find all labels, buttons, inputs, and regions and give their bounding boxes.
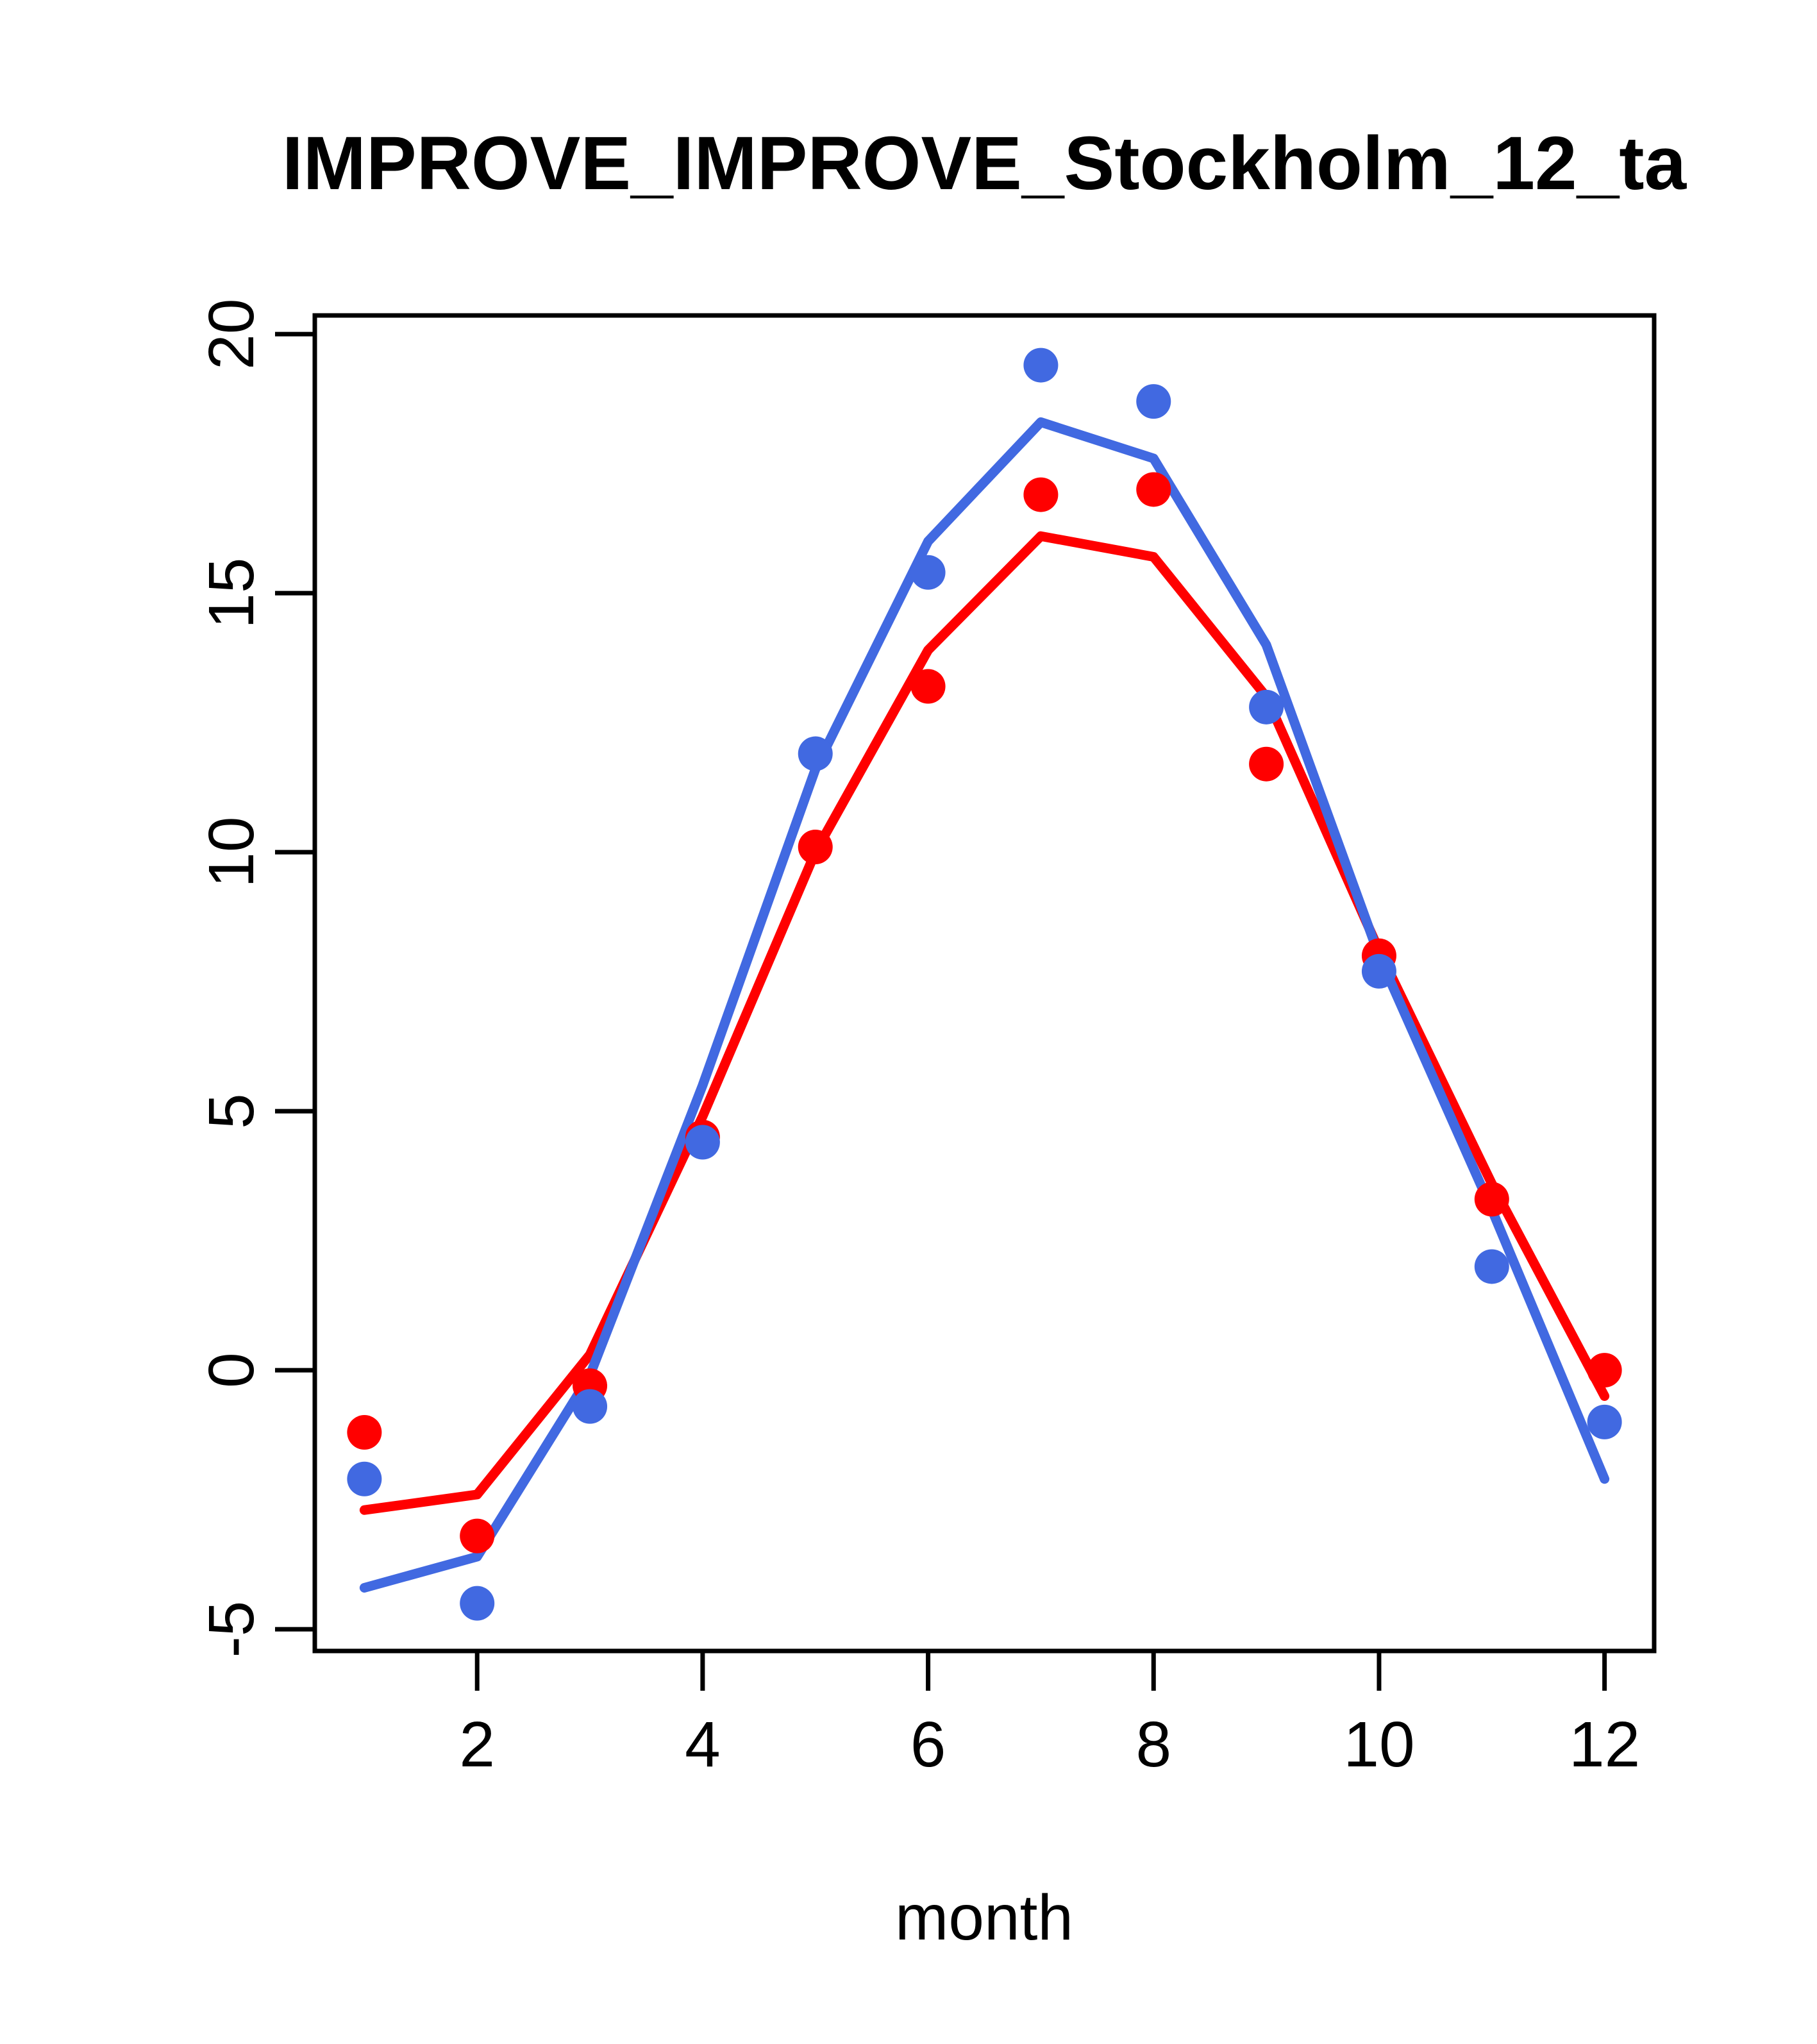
red-points-marker bbox=[1136, 472, 1171, 507]
blue-points-marker bbox=[685, 1125, 720, 1160]
y-tick-label: -5 bbox=[196, 1601, 267, 1658]
x-axis: 2 4 6 8 10 12 bbox=[459, 1651, 1640, 1780]
blue-points-marker bbox=[1023, 348, 1059, 383]
x-tick-label: 10 bbox=[1343, 1709, 1414, 1780]
blue-points-marker bbox=[1587, 1404, 1622, 1439]
red-points bbox=[347, 472, 1622, 1554]
x-tick-label: 2 bbox=[459, 1709, 495, 1780]
blue-points-marker bbox=[1136, 384, 1171, 419]
red-fit-line bbox=[359, 531, 1610, 1515]
red-points-marker bbox=[798, 829, 833, 864]
y-tick-label: 5 bbox=[196, 1093, 267, 1129]
blue-points-marker bbox=[1249, 689, 1284, 725]
blue-points-marker bbox=[460, 1586, 495, 1621]
red-points-marker bbox=[910, 669, 946, 704]
x-tick-label: 12 bbox=[1569, 1709, 1640, 1780]
data-points-layer bbox=[347, 348, 1622, 1621]
blue-points-marker bbox=[798, 736, 833, 771]
blue-points-marker bbox=[1474, 1249, 1509, 1284]
red-points-marker bbox=[460, 1518, 495, 1554]
blue-points-marker bbox=[573, 1389, 608, 1424]
plot-title: IMPROVE_IMPROVE_Stockholm_12_ta bbox=[282, 121, 1687, 206]
plot-box bbox=[312, 313, 1657, 1654]
x-tick-label: 6 bbox=[910, 1709, 946, 1780]
x-tick-label: 8 bbox=[1135, 1709, 1171, 1780]
fit-lines-layer bbox=[359, 417, 1610, 1593]
y-tick-label: 10 bbox=[196, 816, 267, 887]
blue-points bbox=[347, 348, 1622, 1621]
y-tick-label: 15 bbox=[196, 557, 267, 628]
y-tick-label: 0 bbox=[196, 1352, 267, 1388]
blue-points-marker bbox=[347, 1461, 382, 1496]
blue-fit-line bbox=[359, 417, 1610, 1593]
red-points-marker bbox=[347, 1415, 382, 1450]
red-points-marker bbox=[1587, 1353, 1622, 1388]
y-axis: 20 15 10 5 0 -5 bbox=[196, 298, 315, 1658]
red-points-marker bbox=[1474, 1182, 1509, 1217]
y-tick-label: 20 bbox=[196, 298, 267, 369]
x-tick-label: 4 bbox=[685, 1709, 721, 1780]
blue-points-marker bbox=[910, 555, 946, 590]
red-points-marker bbox=[1023, 477, 1059, 512]
x-axis-title: month bbox=[895, 1882, 1073, 1954]
blue-points-marker bbox=[1361, 953, 1396, 989]
red-points-marker bbox=[1249, 746, 1284, 782]
